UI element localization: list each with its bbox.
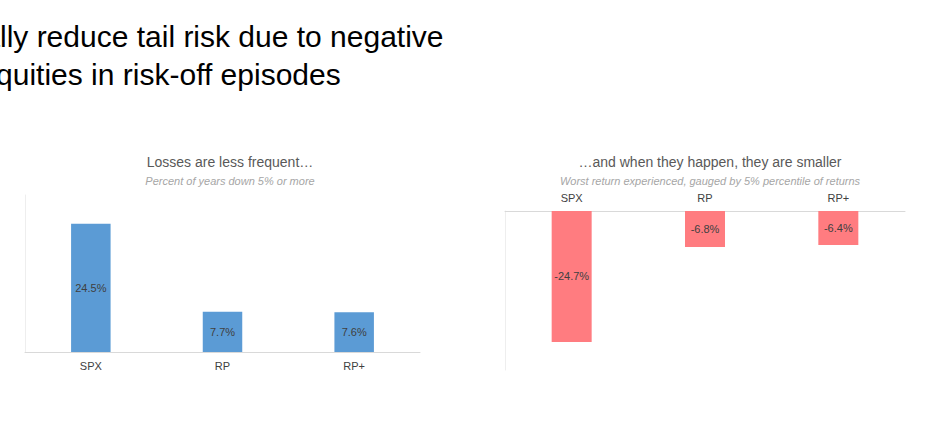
svg-text:SPX: SPX <box>561 192 584 204</box>
svg-text:7.6%: 7.6% <box>342 326 367 338</box>
svg-text:Percent of years down 5% or mo: Percent of years down 5% or more <box>145 175 314 187</box>
svg-text:Worst return experienced, gaug: Worst return experienced, gauged by 5% p… <box>560 175 861 187</box>
svg-text:24.5%: 24.5% <box>75 282 106 294</box>
svg-text:RP+: RP+ <box>827 192 849 204</box>
svg-text:…and when they happen, they ar: …and when they happen, they are smaller <box>578 154 841 170</box>
svg-text:-6.4%: -6.4% <box>824 222 853 234</box>
svg-text:RP: RP <box>215 360 230 372</box>
svg-text:Losses are less frequent…: Losses are less frequent… <box>147 154 314 170</box>
svg-text:Risk parity can substantially: Risk parity can substantially reduce tai… <box>0 20 452 53</box>
svg-text:-24.7%: -24.7% <box>554 270 589 282</box>
svg-text:RP: RP <box>697 192 712 204</box>
svg-text:RP+: RP+ <box>343 360 365 372</box>
svg-text:7.7%: 7.7% <box>210 326 235 338</box>
svg-text:correlation with equities in r: correlation with equities in risk-off ep… <box>0 58 341 91</box>
svg-text:-6.8%: -6.8% <box>691 223 720 235</box>
svg-text:SPX: SPX <box>80 360 103 372</box>
